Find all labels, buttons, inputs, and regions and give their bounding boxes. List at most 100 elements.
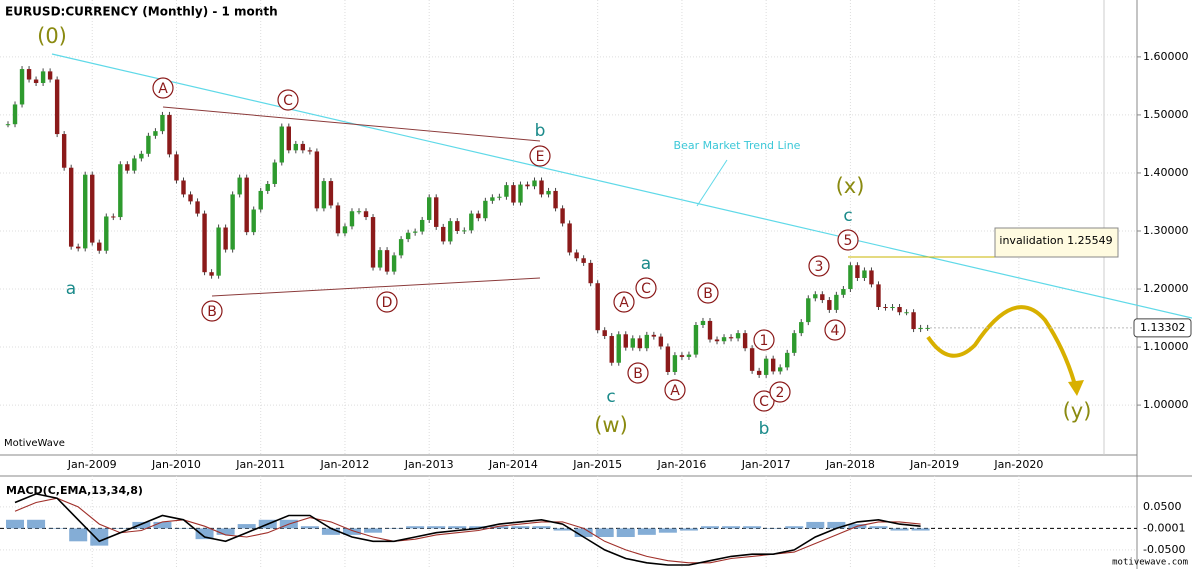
candle <box>391 255 397 272</box>
wave-label: B <box>703 286 713 302</box>
candle <box>588 262 593 284</box>
macd-tick-label: -0.0001 <box>1143 521 1185 534</box>
candle <box>160 114 165 132</box>
histogram-bar <box>321 528 340 535</box>
candle <box>363 211 369 218</box>
candle <box>153 131 158 136</box>
candle <box>12 104 18 125</box>
histogram-bar <box>490 526 509 529</box>
invalidation-label: invalidation 1.25549 <box>999 234 1112 247</box>
last-price-box <box>1133 318 1192 338</box>
candle <box>419 219 425 232</box>
candle <box>763 358 769 375</box>
candle <box>644 334 650 349</box>
macd-line <box>14 493 921 566</box>
candle <box>511 185 516 203</box>
wave-circle <box>769 381 791 403</box>
candle <box>700 320 706 325</box>
wave-circle <box>627 362 649 384</box>
histogram-bar <box>595 528 614 538</box>
macd-tick-label: -0.0500 <box>1143 543 1185 556</box>
candle <box>90 174 95 243</box>
candle <box>855 265 860 278</box>
histogram-bar <box>448 526 467 529</box>
candle <box>532 180 537 187</box>
candle <box>925 327 930 329</box>
candle <box>286 126 291 151</box>
candle <box>546 190 551 195</box>
candle <box>181 180 186 195</box>
wave-label: 2 <box>776 385 785 401</box>
candle <box>813 294 818 299</box>
candle <box>356 211 362 213</box>
histogram-bar <box>364 528 383 533</box>
candle <box>104 216 109 251</box>
histogram-bar <box>300 526 319 529</box>
histogram-bar <box>237 524 256 529</box>
candle <box>595 283 600 331</box>
histogram-bar <box>869 526 888 529</box>
candle <box>47 71 53 80</box>
histogram-bar <box>764 528 783 529</box>
histogram-bar <box>806 521 825 529</box>
wave-circle <box>613 291 635 313</box>
histogram-bar <box>69 528 88 542</box>
histogram-bar <box>406 526 425 529</box>
candle <box>146 135 151 154</box>
footer: motivewave.com <box>1112 558 1188 568</box>
trend-line <box>51 53 1192 319</box>
wave-circle <box>837 229 859 251</box>
candle <box>139 153 144 159</box>
y-tick-label: 1.00000 <box>1143 398 1189 411</box>
candle <box>209 272 214 276</box>
wave-label: b <box>535 121 546 141</box>
candle <box>118 164 123 218</box>
histogram-bar <box>890 528 909 531</box>
candle <box>76 246 81 249</box>
candle <box>567 223 572 253</box>
candle <box>827 300 832 310</box>
wave-label: (w) <box>594 413 628 437</box>
wave-circle <box>529 145 551 167</box>
y-tick-label: 1.50000 <box>1143 108 1189 121</box>
candle <box>630 338 635 348</box>
wave-label: c <box>843 206 852 226</box>
candle <box>785 352 790 368</box>
candle <box>448 221 453 242</box>
candle <box>749 348 755 371</box>
candle <box>68 167 74 247</box>
wave-label: 3 <box>815 259 824 275</box>
x-tick-label: Jan-2012 <box>319 458 369 471</box>
candle <box>40 71 46 83</box>
candle <box>679 355 685 357</box>
histogram-bar <box>132 521 151 529</box>
last-price-label: 1.13302 <box>1140 321 1186 334</box>
candle <box>335 205 341 234</box>
candle <box>721 337 727 342</box>
candle <box>279 126 284 163</box>
y-tick-label: 1.30000 <box>1143 224 1189 237</box>
candle <box>890 307 895 309</box>
wave-circle <box>753 390 775 412</box>
candle <box>230 194 235 250</box>
histogram-bar <box>511 526 530 529</box>
candle <box>19 69 25 105</box>
candle <box>97 242 102 251</box>
candle <box>560 208 565 224</box>
candle <box>897 307 902 313</box>
candle <box>637 338 642 349</box>
candle <box>300 143 306 151</box>
wave-circle <box>277 89 299 111</box>
candle <box>490 197 495 201</box>
wave-label: C <box>759 394 769 410</box>
candle <box>195 201 200 214</box>
candle <box>202 213 207 273</box>
histogram-bar <box>743 526 762 529</box>
candle <box>883 307 888 309</box>
candle <box>111 216 116 218</box>
candle <box>707 320 713 340</box>
candle <box>54 79 60 135</box>
candle <box>658 336 664 347</box>
wave-label: C <box>641 281 651 297</box>
